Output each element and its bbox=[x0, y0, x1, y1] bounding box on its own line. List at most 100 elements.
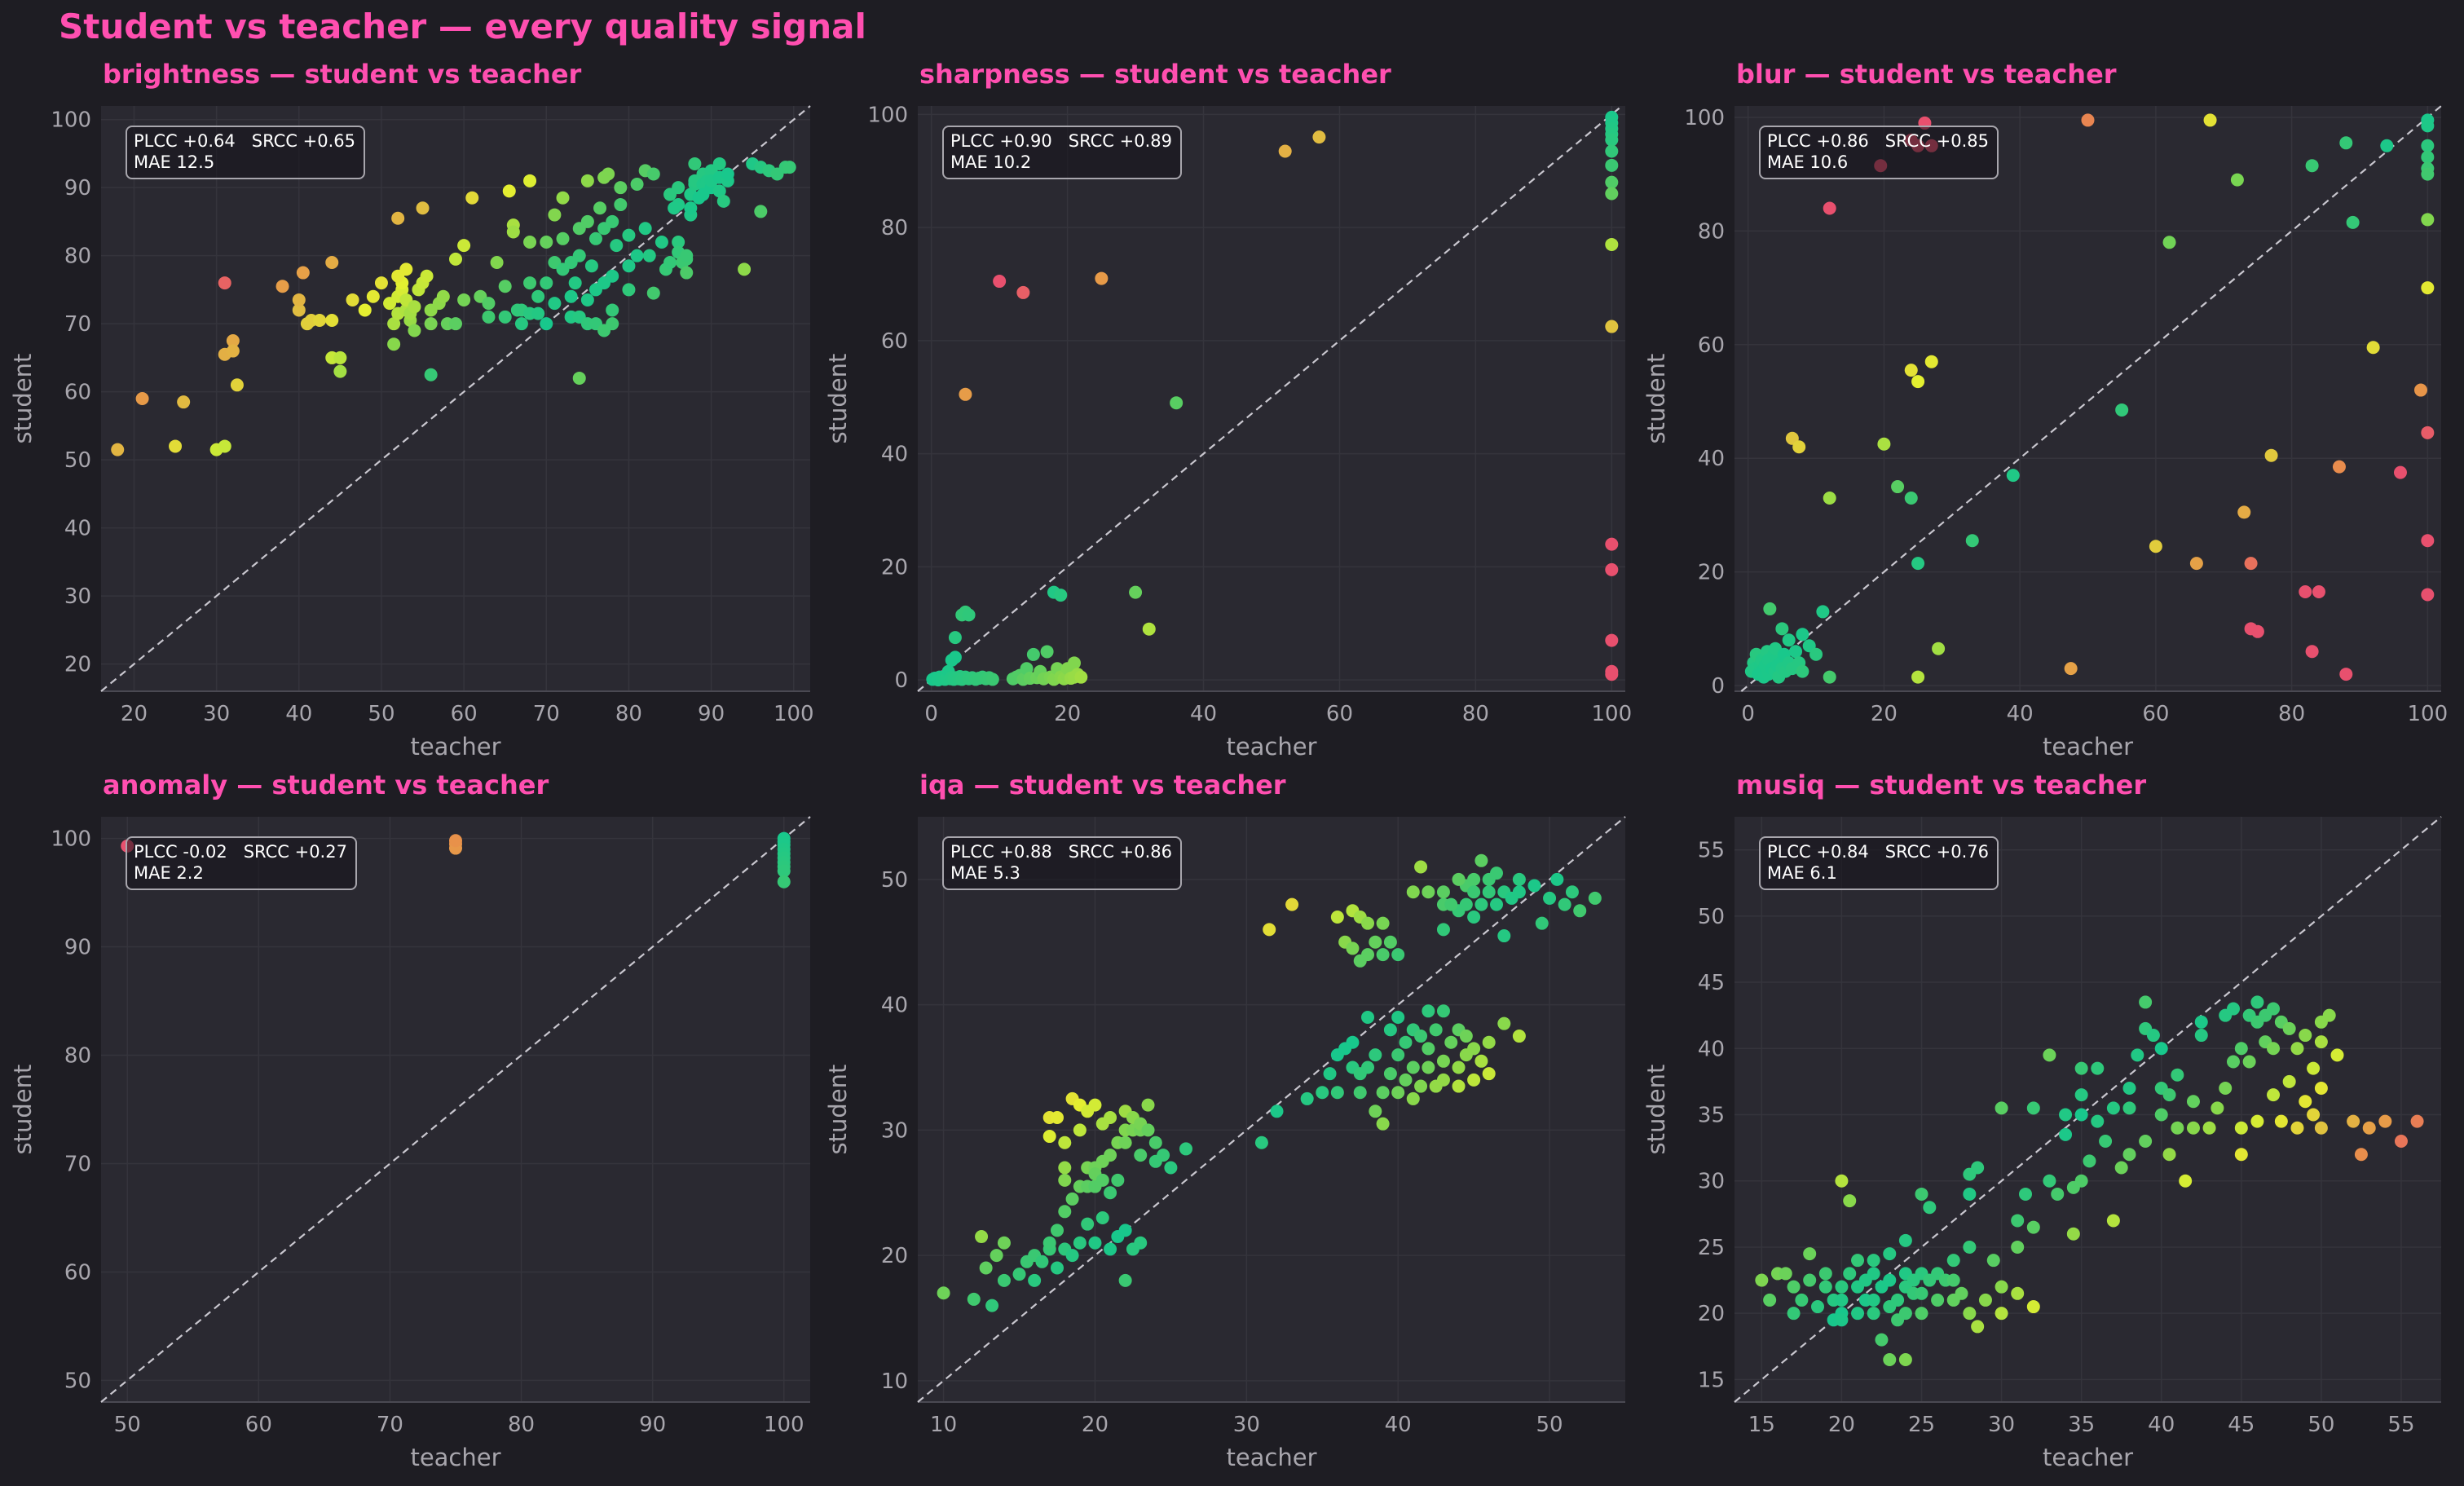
data-point bbox=[1391, 948, 1405, 962]
data-point bbox=[680, 249, 694, 262]
data-point bbox=[2139, 1134, 2153, 1148]
x-tick-label: 20 bbox=[1871, 702, 1898, 726]
data-point bbox=[1406, 885, 1420, 899]
data-point bbox=[1904, 364, 1918, 377]
blur-plot: 0 20 40 60 80 100 0 20 40 60 80 100 teacher student bbox=[1642, 105, 2448, 761]
data-point bbox=[1095, 1173, 1109, 1187]
data-point bbox=[1795, 1293, 1809, 1307]
y-tick-label: 15 bbox=[1698, 1368, 1725, 1392]
data-point bbox=[1436, 1054, 1450, 1068]
data-point bbox=[937, 1286, 950, 1300]
data-point bbox=[1118, 1273, 1132, 1287]
data-point bbox=[2421, 281, 2435, 295]
data-point bbox=[1482, 885, 1496, 899]
x-tick-label: 35 bbox=[2068, 1413, 2095, 1437]
data-point bbox=[1058, 1173, 1072, 1187]
data-point bbox=[622, 228, 636, 242]
stats-mae: MAE 10.6 bbox=[1767, 152, 1849, 172]
data-point bbox=[1436, 923, 1450, 937]
data-point bbox=[1482, 1035, 1496, 1049]
data-point bbox=[1467, 1042, 1481, 1056]
data-point bbox=[2006, 469, 2020, 483]
data-point bbox=[655, 235, 668, 249]
stats-box: PLCC +0.84 SRCC +0.76 MAE 6.1 bbox=[1759, 836, 1999, 890]
data-point bbox=[1164, 1161, 1178, 1175]
data-point bbox=[1809, 647, 1823, 661]
data-point bbox=[1474, 853, 1488, 867]
data-point bbox=[1459, 1030, 1473, 1043]
data-point bbox=[1497, 929, 1511, 943]
data-point bbox=[1995, 1307, 2008, 1321]
data-point bbox=[1312, 130, 1326, 144]
x-tick-label: 20 bbox=[1828, 1413, 1855, 1437]
data-point bbox=[1369, 1048, 1382, 1062]
y-tick-label: 90 bbox=[64, 176, 91, 201]
y-tick-label: 60 bbox=[881, 329, 908, 354]
data-point bbox=[1391, 1010, 1405, 1024]
data-point bbox=[2011, 1286, 2025, 1300]
x-tick-label: 20 bbox=[121, 702, 148, 726]
x-tick-label: 60 bbox=[245, 1413, 272, 1437]
data-point bbox=[2149, 540, 2162, 553]
data-point bbox=[959, 387, 972, 401]
x-tick-label: 50 bbox=[2308, 1413, 2334, 1437]
data-point bbox=[2267, 1088, 2281, 1102]
data-point bbox=[1605, 237, 1619, 251]
data-point bbox=[2026, 1300, 2040, 1314]
data-point bbox=[1512, 872, 1526, 886]
data-point bbox=[1474, 1054, 1488, 1068]
data-point bbox=[1867, 1307, 1880, 1321]
data-point bbox=[2274, 1114, 2288, 1128]
data-point bbox=[1963, 1307, 1977, 1321]
data-point bbox=[1074, 670, 1088, 684]
x-tick-label: 20 bbox=[1082, 1413, 1109, 1437]
x-tick-label: 100 bbox=[2408, 702, 2449, 726]
data-point bbox=[2011, 1240, 2025, 1254]
stats-correlation: PLCC +0.88 SRCC +0.86 bbox=[950, 842, 1172, 862]
data-point bbox=[568, 276, 582, 290]
x-tick-label: 20 bbox=[1054, 702, 1081, 726]
data-point bbox=[358, 303, 372, 317]
data-point bbox=[721, 167, 734, 181]
data-point bbox=[1444, 897, 1458, 911]
data-point bbox=[2011, 1214, 2025, 1228]
data-point bbox=[672, 198, 685, 212]
data-point bbox=[1323, 1067, 1337, 1081]
data-point bbox=[2074, 1108, 2088, 1122]
data-point bbox=[967, 1292, 981, 1306]
y-tick-label: 20 bbox=[881, 1244, 908, 1268]
data-point bbox=[606, 317, 619, 331]
data-point bbox=[333, 364, 347, 378]
musiq-panel: musiq — student vs teacher 15 20 25 30 35 40 45… bbox=[1642, 769, 2442, 1471]
data-point bbox=[366, 289, 380, 303]
data-point bbox=[2194, 1015, 2208, 1029]
data-point bbox=[580, 174, 594, 187]
data-point bbox=[2227, 1055, 2240, 1069]
y-tick-label: 70 bbox=[64, 1152, 91, 1176]
y-tick-label: 80 bbox=[881, 216, 908, 240]
data-point bbox=[1263, 923, 1276, 937]
stats-correlation: PLCC +0.90 SRCC +0.89 bbox=[950, 131, 1172, 151]
data-point bbox=[2074, 1174, 2088, 1188]
data-point bbox=[374, 276, 388, 290]
y-tick-label: 100 bbox=[51, 827, 91, 852]
data-point bbox=[642, 249, 656, 262]
data-point bbox=[2299, 585, 2312, 599]
data-point bbox=[1512, 885, 1526, 899]
data-point bbox=[2244, 557, 2258, 571]
data-point bbox=[580, 293, 594, 306]
y-axis-label: student bbox=[1642, 1065, 1670, 1155]
data-point bbox=[2234, 1121, 2248, 1135]
data-point bbox=[754, 205, 768, 218]
stats-box: PLCC +0.86 SRCC +0.85 MAE 10.6 bbox=[1759, 126, 1999, 179]
data-point bbox=[1346, 941, 1360, 955]
data-point bbox=[2421, 426, 2435, 439]
data-point bbox=[2074, 1061, 2088, 1075]
y-tick-label: 40 bbox=[881, 443, 908, 467]
y-tick-label: 0 bbox=[1711, 674, 1725, 699]
data-point bbox=[523, 235, 537, 249]
x-tick-label: 40 bbox=[1385, 1413, 1412, 1437]
data-point bbox=[2099, 1134, 2113, 1148]
iqa-plot: 10 20 30 40 50 10 20 30 40 50 teacher student bbox=[824, 816, 1626, 1471]
data-point bbox=[1118, 1224, 1132, 1237]
